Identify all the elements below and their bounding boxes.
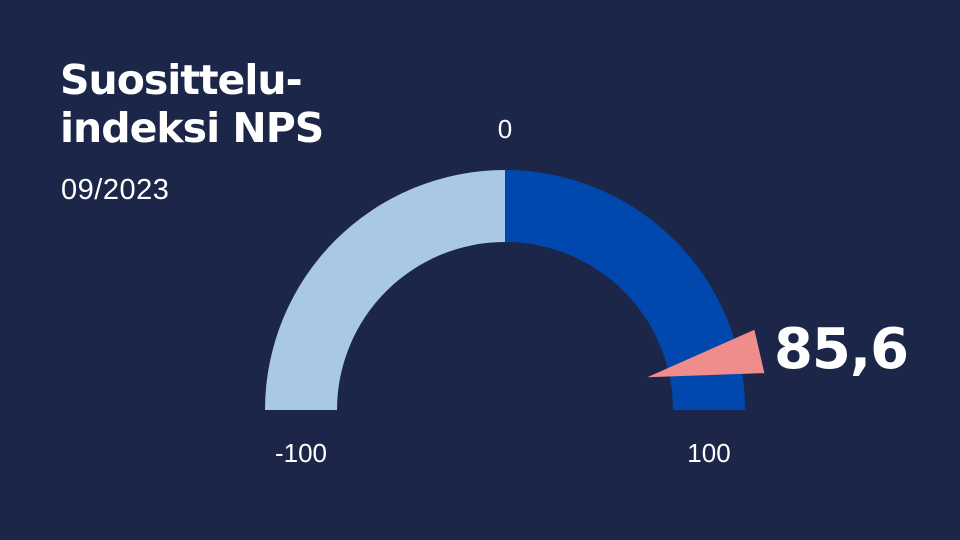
gauge-negative-arc <box>265 170 505 410</box>
title-line-2: indeksi NPS <box>60 104 324 152</box>
gauge-value-label: 85,6 <box>774 317 908 382</box>
tick-label-zero: 0 <box>498 114 512 144</box>
tick-label-min: -100 <box>275 438 327 468</box>
tick-label-max: 100 <box>687 438 730 468</box>
chart-subtitle: 09/2023 <box>61 174 170 206</box>
title-line-1: Suosittelu- <box>60 56 303 104</box>
chart-title: Suosittelu- indeksi NPS <box>60 56 324 152</box>
gauge-positive-arc <box>505 170 745 410</box>
gauge-value-pointer <box>647 329 765 378</box>
